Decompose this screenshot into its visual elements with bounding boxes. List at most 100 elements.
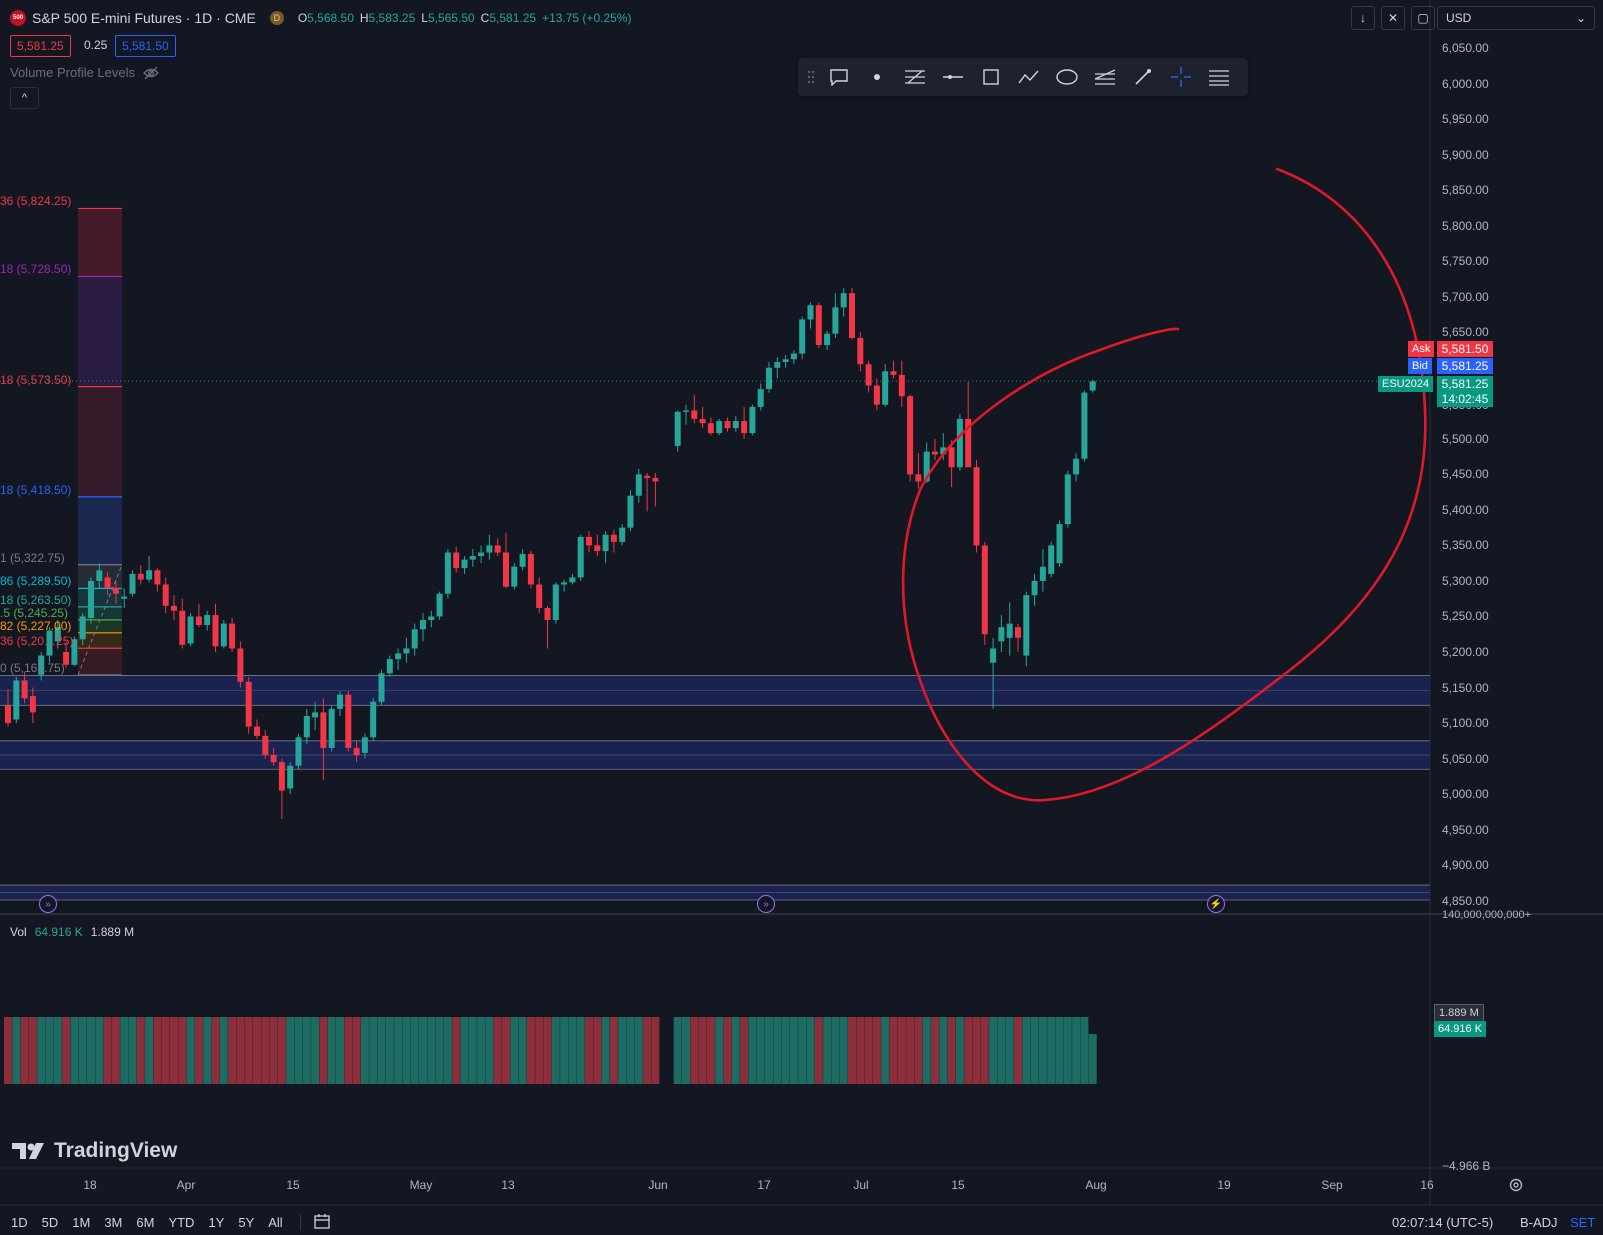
volume-bar[interactable]	[269, 1017, 278, 1084]
candle[interactable]	[1064, 470, 1071, 528]
candle[interactable]	[378, 669, 385, 706]
volume-bar[interactable]	[493, 1017, 502, 1084]
tradingview-logo[interactable]: TradingView	[12, 1139, 177, 1163]
candle[interactable]	[436, 591, 443, 621]
candle[interactable]	[1023, 591, 1030, 667]
candle[interactable]	[965, 381, 972, 468]
timeframe-button-1m[interactable]: 1M	[72, 1214, 91, 1230]
volume-bar[interactable]	[964, 1017, 973, 1084]
candle[interactable]	[79, 612, 86, 645]
volume-bar[interactable]	[914, 1017, 923, 1084]
volume-bar[interactable]	[203, 1017, 212, 1084]
volume-bar[interactable]	[864, 1017, 873, 1084]
candle[interactable]	[865, 360, 872, 393]
candle[interactable]	[577, 534, 584, 581]
candle[interactable]	[840, 288, 847, 317]
candle[interactable]	[420, 612, 426, 642]
settings-lines-icon[interactable]	[1202, 60, 1236, 94]
candle[interactable]	[790, 350, 797, 365]
candle[interactable]	[245, 676, 252, 734]
candle[interactable]	[503, 532, 509, 589]
volume-bar[interactable]	[848, 1017, 856, 1084]
candle[interactable]	[162, 577, 169, 613]
candle[interactable]	[569, 573, 576, 585]
candle[interactable]	[1056, 520, 1063, 567]
volume-bar[interactable]	[435, 1017, 444, 1084]
candle[interactable]	[1039, 548, 1046, 592]
candle[interactable]	[146, 556, 153, 583]
volume-bar[interactable]	[673, 1017, 682, 1084]
dividend-event-icon[interactable]: »	[39, 895, 57, 913]
volume-bar[interactable]	[502, 1017, 510, 1084]
volume-bar[interactable]	[535, 1017, 544, 1084]
candle[interactable]	[486, 534, 493, 560]
candle[interactable]	[757, 383, 764, 411]
volume-bar[interactable]	[28, 1017, 37, 1084]
candle[interactable]	[586, 531, 592, 553]
candle[interactable]	[741, 406, 748, 439]
candle[interactable]	[278, 758, 285, 820]
candle[interactable]	[990, 637, 997, 709]
dividend-event-icon[interactable]: »	[757, 895, 775, 913]
candle[interactable]	[212, 603, 219, 653]
candle[interactable]	[610, 529, 617, 553]
candle[interactable]	[444, 548, 451, 599]
candle[interactable]	[602, 531, 609, 564]
volume-bar[interactable]	[410, 1017, 419, 1084]
volume-bar[interactable]	[352, 1017, 361, 1084]
volume-bar[interactable]	[1063, 1017, 1072, 1084]
candle[interactable]	[403, 637, 410, 663]
volume-bar[interactable]	[186, 1017, 195, 1084]
volume-bar[interactable]	[219, 1017, 228, 1084]
brush-icon[interactable]	[1126, 60, 1160, 94]
volume-bar[interactable]	[103, 1017, 112, 1084]
volume-bar[interactable]	[682, 1017, 690, 1084]
volume-bar[interactable]	[939, 1017, 948, 1084]
candle[interactable]	[824, 330, 831, 351]
dot-icon[interactable]	[860, 60, 894, 94]
volume-bar[interactable]	[889, 1017, 898, 1084]
candle[interactable]	[195, 603, 202, 628]
volume-bar[interactable]	[120, 1017, 129, 1084]
candle[interactable]	[187, 612, 194, 647]
volume-bar[interactable]	[798, 1017, 807, 1084]
volume-bar[interactable]	[690, 1017, 699, 1084]
candle[interactable]	[96, 563, 103, 589]
candle[interactable]	[254, 719, 260, 739]
candle[interactable]	[544, 605, 551, 649]
candle[interactable]	[469, 548, 476, 567]
volume-bar[interactable]	[831, 1017, 840, 1084]
volume-bar[interactable]	[294, 1017, 303, 1084]
candle[interactable]	[121, 588, 128, 608]
candle[interactable]	[652, 472, 659, 507]
volume-bar[interactable]	[906, 1017, 915, 1084]
volume-bar[interactable]	[70, 1017, 79, 1084]
timeframe-button-6m[interactable]: 6M	[136, 1214, 155, 1230]
settings-gear-icon[interactable]	[1508, 1177, 1524, 1198]
candle[interactable]	[973, 460, 980, 553]
volume-bar[interactable]	[789, 1017, 798, 1084]
candle[interactable]	[849, 288, 855, 340]
candle[interactable]	[1073, 453, 1080, 482]
volume-bar[interactable]	[402, 1017, 411, 1084]
volume-bar[interactable]	[319, 1017, 328, 1084]
earnings-event-icon[interactable]: ⚡	[1207, 895, 1225, 913]
volume-bar[interactable]	[369, 1017, 378, 1084]
volume-bar[interactable]	[452, 1017, 461, 1084]
candle[interactable]	[552, 582, 559, 624]
volume-bar[interactable]	[980, 1017, 989, 1084]
volume-bar[interactable]	[62, 1017, 71, 1084]
volume-bar[interactable]	[526, 1017, 535, 1084]
drag-handle-icon[interactable]	[804, 60, 818, 94]
candle[interactable]	[749, 404, 756, 436]
candle[interactable]	[154, 568, 161, 592]
candle[interactable]	[594, 534, 601, 557]
volume-bar[interactable]	[997, 1017, 1006, 1084]
candle[interactable]	[237, 641, 244, 688]
volume-bar[interactable]	[12, 1017, 21, 1084]
volume-bar[interactable]	[161, 1017, 170, 1084]
candle[interactable]	[732, 416, 739, 432]
sell-price-button[interactable]: 5,581.25	[10, 35, 71, 57]
candle[interactable]	[370, 698, 377, 741]
volume-bar[interactable]	[468, 1017, 477, 1084]
